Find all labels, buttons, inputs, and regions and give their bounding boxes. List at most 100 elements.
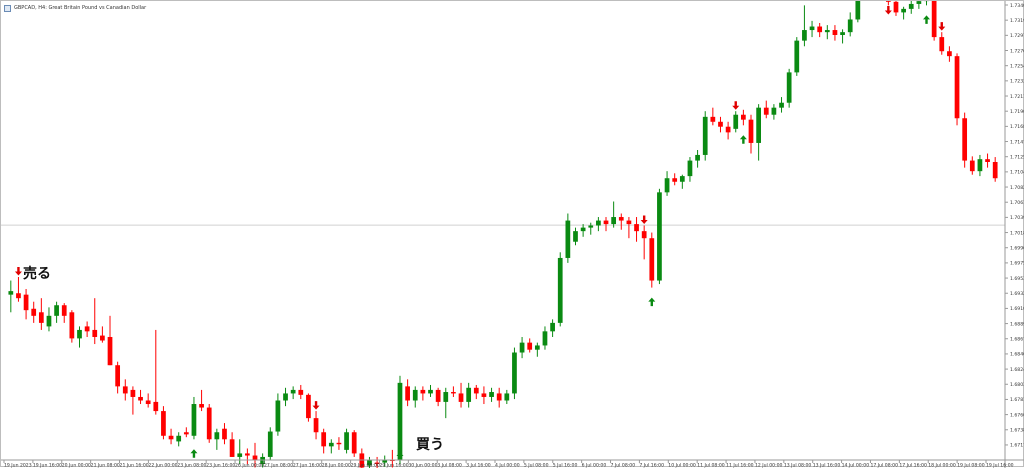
- time-tick-label: 28 Jun 00:00: [322, 463, 351, 468]
- candle-body: [978, 159, 983, 171]
- candle-body: [901, 9, 906, 13]
- candle-body: [199, 404, 204, 408]
- candle-body: [138, 397, 143, 401]
- candle-body: [443, 392, 448, 402]
- candle-body: [8, 291, 13, 295]
- up-arrow-icon: [923, 15, 930, 24]
- sell-signal-down-arrow-icon: [15, 267, 22, 276]
- time-tick-label: 11 Jul 08:00: [697, 463, 725, 468]
- candle-body: [169, 436, 174, 440]
- time-tick-label: 3 Jul 16:00: [466, 463, 491, 468]
- candle-body: [298, 390, 303, 395]
- buy-signal-up-arrow-icon: [190, 449, 197, 458]
- candle-body: [627, 221, 632, 225]
- price-tick-label: 1.71685: [1010, 124, 1024, 130]
- candle-body: [665, 178, 670, 192]
- candle-body: [733, 115, 738, 129]
- candle-body: [772, 108, 777, 115]
- candle-body: [31, 309, 36, 316]
- candle-body: [283, 393, 288, 400]
- candle-body: [146, 400, 151, 404]
- candle-body: [855, 1, 860, 19]
- candle-body: [153, 402, 158, 411]
- price-tick-label: 1.68030: [1010, 382, 1024, 388]
- price-tick-label: 1.69320: [1010, 291, 1024, 297]
- candle-body: [69, 312, 74, 338]
- buy-signal-up-arrow-icon: [740, 135, 747, 144]
- candle-body: [970, 161, 975, 172]
- up-arrow-icon: [190, 449, 197, 458]
- candle-body: [985, 159, 990, 162]
- price-tick-label: 1.67170: [1010, 443, 1024, 449]
- candle-body: [657, 192, 662, 280]
- price-tick-label: 1.69105: [1010, 306, 1024, 312]
- candle-body: [833, 30, 838, 35]
- price-axis: 1.734051.731901.729751.727601.725451.723…: [1005, 1, 1024, 468]
- candle-body: [337, 443, 342, 444]
- candle-body: [108, 337, 113, 365]
- time-tick-label: 19 Jul 08:00: [957, 463, 985, 468]
- candle-body: [749, 120, 754, 143]
- time-tick-label: 21 Jun 08:00: [91, 463, 120, 468]
- candle-body: [131, 390, 136, 397]
- candle-body: [428, 390, 433, 394]
- candle-body: [85, 326, 90, 331]
- price-tick-label: 1.69750: [1010, 261, 1024, 267]
- sell-signal-down-arrow-icon: [938, 22, 945, 31]
- time-tick-label: 19 Jun 16:00: [33, 463, 62, 468]
- candle-body: [611, 217, 616, 224]
- candle-body: [794, 41, 799, 73]
- candle-body: [161, 411, 166, 436]
- candle-body: [726, 127, 731, 133]
- time-tick-label: 13 Jul 08:00: [784, 463, 812, 468]
- candle-body: [16, 293, 21, 298]
- candle-body: [703, 117, 708, 155]
- time-tick-label: 4 Jul 00:00: [495, 463, 520, 468]
- price-tick-label: 1.69535: [1010, 276, 1024, 282]
- time-tick-label: 11 Jul 16:00: [726, 463, 754, 468]
- up-arrow-icon: [396, 452, 403, 461]
- candle-body: [176, 436, 181, 442]
- price-tick-label: 1.68890: [1010, 321, 1024, 327]
- time-tick-label: 29 Jun 16:00: [379, 463, 408, 468]
- candle-body: [649, 238, 654, 280]
- candle-body: [886, 1, 891, 2]
- candle-body: [222, 429, 227, 440]
- candle-body: [764, 108, 769, 115]
- candle-body: [276, 400, 281, 431]
- price-tick-label: 1.73190: [1010, 18, 1024, 24]
- candle-body: [184, 432, 189, 434]
- price-tick-label: 1.72330: [1010, 79, 1024, 85]
- time-tick-label: 3 Jul 08:00: [437, 463, 462, 468]
- candle-body: [466, 388, 471, 402]
- candle-body: [100, 336, 105, 341]
- down-arrow-icon: [885, 6, 892, 15]
- candle-body: [955, 56, 960, 118]
- time-tick-label: 27 Jun 08:00: [264, 463, 293, 468]
- candle-body: [527, 343, 532, 350]
- down-arrow-icon: [732, 101, 739, 110]
- candle-body: [672, 178, 677, 182]
- candle-body: [993, 162, 998, 178]
- time-tick-label: 26 Jun 00:00: [235, 463, 264, 468]
- candle-body: [535, 345, 540, 349]
- price-tick-label: 1.67600: [1010, 412, 1024, 418]
- chart-title: GBPCAD, H4: Great Britain Pound vs Canad…: [14, 5, 146, 11]
- candle-body: [314, 418, 319, 432]
- candle-body: [329, 443, 334, 447]
- candle-body: [787, 72, 792, 102]
- price-tick-label: 1.71040: [1010, 170, 1024, 176]
- candle-body: [680, 176, 685, 182]
- time-tick-label: 23 Jun 08:00: [177, 463, 206, 468]
- time-tick-label: 20 Jun 00:00: [62, 463, 91, 468]
- time-tick-label: 5 Jul 16:00: [553, 463, 578, 468]
- price-tick-label: 1.72975: [1010, 33, 1024, 39]
- candle-body: [451, 392, 456, 393]
- buy-signal-up-arrow-icon: [648, 298, 655, 307]
- chart-title-bar: GBPCAD, H4: Great Britain Pound vs Canad…: [4, 3, 146, 13]
- candle-body: [474, 388, 479, 394]
- price-tick-label: 1.67815: [1010, 397, 1024, 403]
- candle-body: [565, 221, 570, 258]
- candle-body: [825, 30, 830, 32]
